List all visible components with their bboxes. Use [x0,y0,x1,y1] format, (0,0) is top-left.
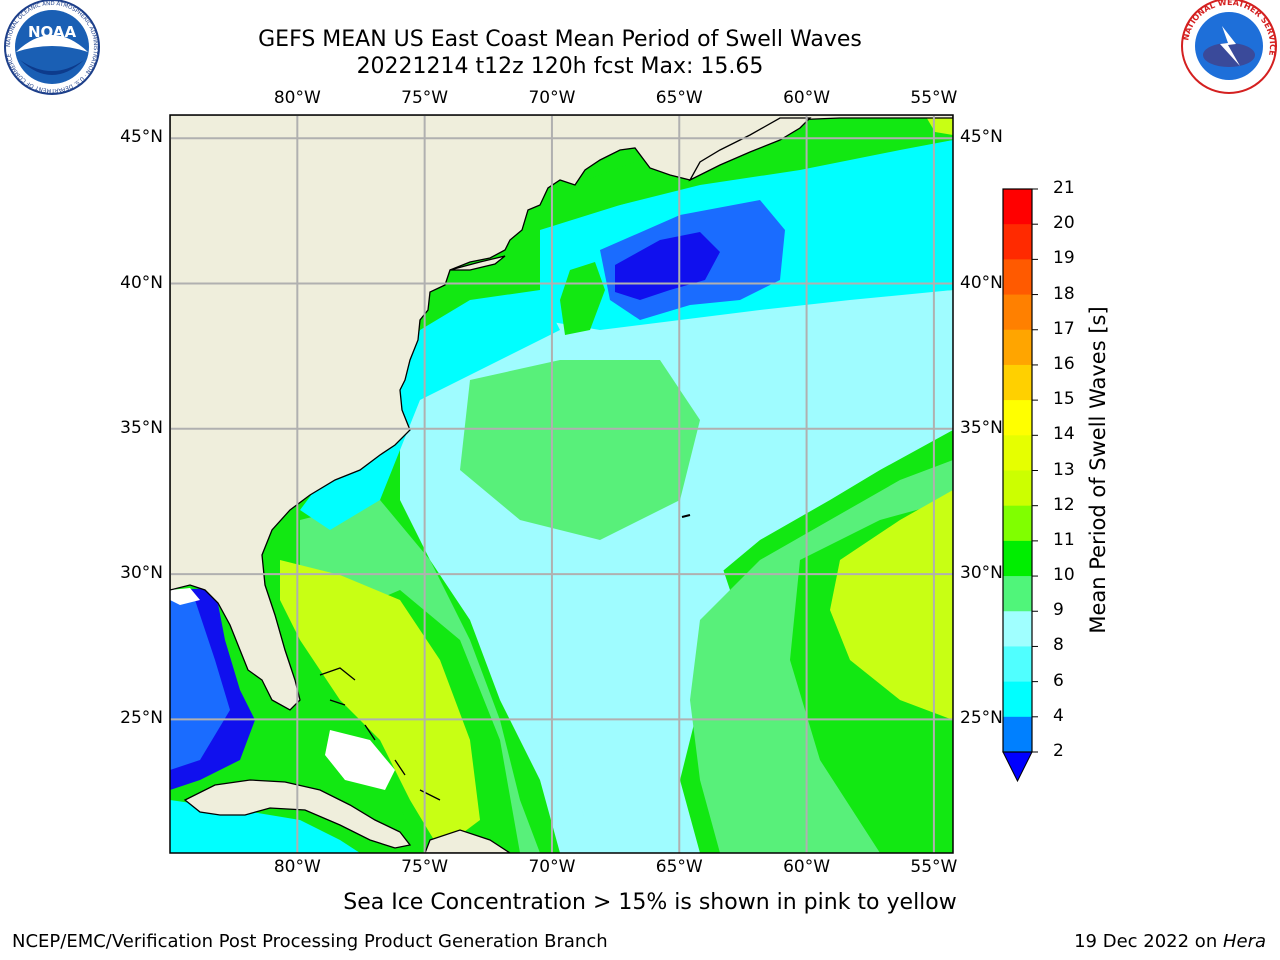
map-gridlines [170,115,953,853]
field-white-patch [325,730,395,790]
colorbar-tick-label: 20 [1053,213,1075,234]
field-green-island [560,262,605,335]
colorbar-tick-label: 15 [1053,389,1075,410]
colorbar-tick-label: 4 [1053,705,1064,726]
lon-label-top: 75°W [401,88,449,108]
lon-label-top: 60°W [783,88,831,108]
field-white-patch-2 [170,588,200,605]
map-frame [169,114,954,854]
field-green-ne [800,115,953,150]
chart-subtitle: 20221214 t12z 120h fcst Max: 15.65 [356,54,764,79]
colorbar-segment [1003,364,1032,401]
colorbar-tick-label: 13 [1053,459,1075,480]
footer-host: Hera [1222,931,1266,952]
footer-date-text: 19 Dec 2022 on [1074,931,1223,952]
lon-label-bottom: 80°W [273,857,321,877]
colorbar-tick-label: 12 [1053,494,1075,515]
colorbar-segment [1003,259,1032,296]
field-yellow-green-west [280,560,480,850]
colorbar-segment [1003,224,1032,260]
land-hispaniola [424,829,512,853]
colorbar-segment [1003,189,1032,225]
lat-label-right: 40°N [960,272,1003,293]
colorbar-segment [1003,435,1032,471]
lon-label-top: 65°W [655,88,703,108]
lat-label-left: 30°N [120,563,163,584]
lat-label-right: 25°N [960,708,1003,729]
colorbar-tick-label: 9 [1053,600,1064,621]
colorbar [1002,188,1038,783]
noaa-logo-text: NOAA [28,23,77,41]
colorbar-segment [1003,505,1032,542]
lat-label-left: 25°N [120,708,163,729]
footer-branch: NCEP/EMC/Verification Post Processing Pr… [12,931,608,952]
colorbar-segment [1003,681,1032,718]
colorbar-segment [1003,646,1032,683]
nws-logo: NATIONAL WEATHER SERVICE [1181,0,1277,94]
field-light-green-mid [460,360,700,540]
colorbar-tick-label: 6 [1053,670,1064,691]
colorbar-segment [1003,294,1032,331]
lat-label-left: 45°N [120,127,163,148]
chart-title: GEFS MEAN US East Coast Mean Period of S… [258,27,862,52]
land-long-island [449,255,506,271]
lat-label-right: 30°N [960,563,1003,584]
colorbar-tick-label: 8 [1053,635,1064,656]
lon-label-top: 55°W [910,88,958,108]
colorbar-tick-label: 10 [1053,565,1075,586]
sea-ice-note: Sea Ice Concentration > 15% is shown in … [343,890,957,915]
lon-label-bottom: 60°W [783,857,831,877]
lat-label-right: 45°N [960,127,1003,148]
lon-label-bottom: 65°W [655,857,703,877]
colorbar-tick-label: 11 [1053,529,1075,550]
noaa-logo: NOAA NATIONAL OCEANIC AND ATMOSPHERIC AD… [4,0,100,95]
land-cuba [183,779,412,849]
footer-date: 19 Dec 2022 on Hera [1074,931,1266,952]
land-bahamas [319,667,441,801]
lon-label-bottom: 70°W [528,857,576,877]
colorbar-label: Mean Period of Swell Waves [s] [1086,306,1110,634]
lat-label-right: 35°N [960,417,1003,438]
colorbar-segment [1003,716,1032,753]
colorbar-extend-arrow [1002,751,1033,783]
field-yellow-green-east [830,490,953,720]
colorbar-segment [1003,400,1032,436]
lon-label-bottom: 55°W [910,857,958,877]
field-yellow-ne [925,115,953,135]
colorbar-tick-label: 17 [1053,318,1075,339]
lon-label-top: 70°W [528,88,576,108]
colorbar-segment [1003,576,1032,612]
colorbar-tick-label: 16 [1053,353,1075,374]
land-bermuda [681,514,691,518]
colorbar-tick-label: 19 [1053,248,1075,269]
lat-label-left: 40°N [120,272,163,293]
colorbar-tick-label: 2 [1053,741,1064,761]
lat-label-left: 35°N [120,417,163,438]
colorbar-segment [1003,540,1032,577]
colorbar-tick-label: 14 [1053,424,1075,445]
lon-label-bottom: 75°W [401,857,449,877]
colorbar-segment [1003,470,1032,507]
field-gulf-blue [170,600,230,770]
field-cyan-coastal [300,290,560,530]
field-light-cyan-south [560,560,740,853]
lon-label-top: 80°W [273,88,321,108]
map-field [170,115,953,853]
colorbar-segment [1003,611,1032,647]
colorbar-tick-label: 18 [1053,283,1075,304]
colorbar-tick-label: 21 [1053,178,1075,198]
colorbar-segment [1003,329,1032,366]
land-nova-scotia [688,117,812,182]
